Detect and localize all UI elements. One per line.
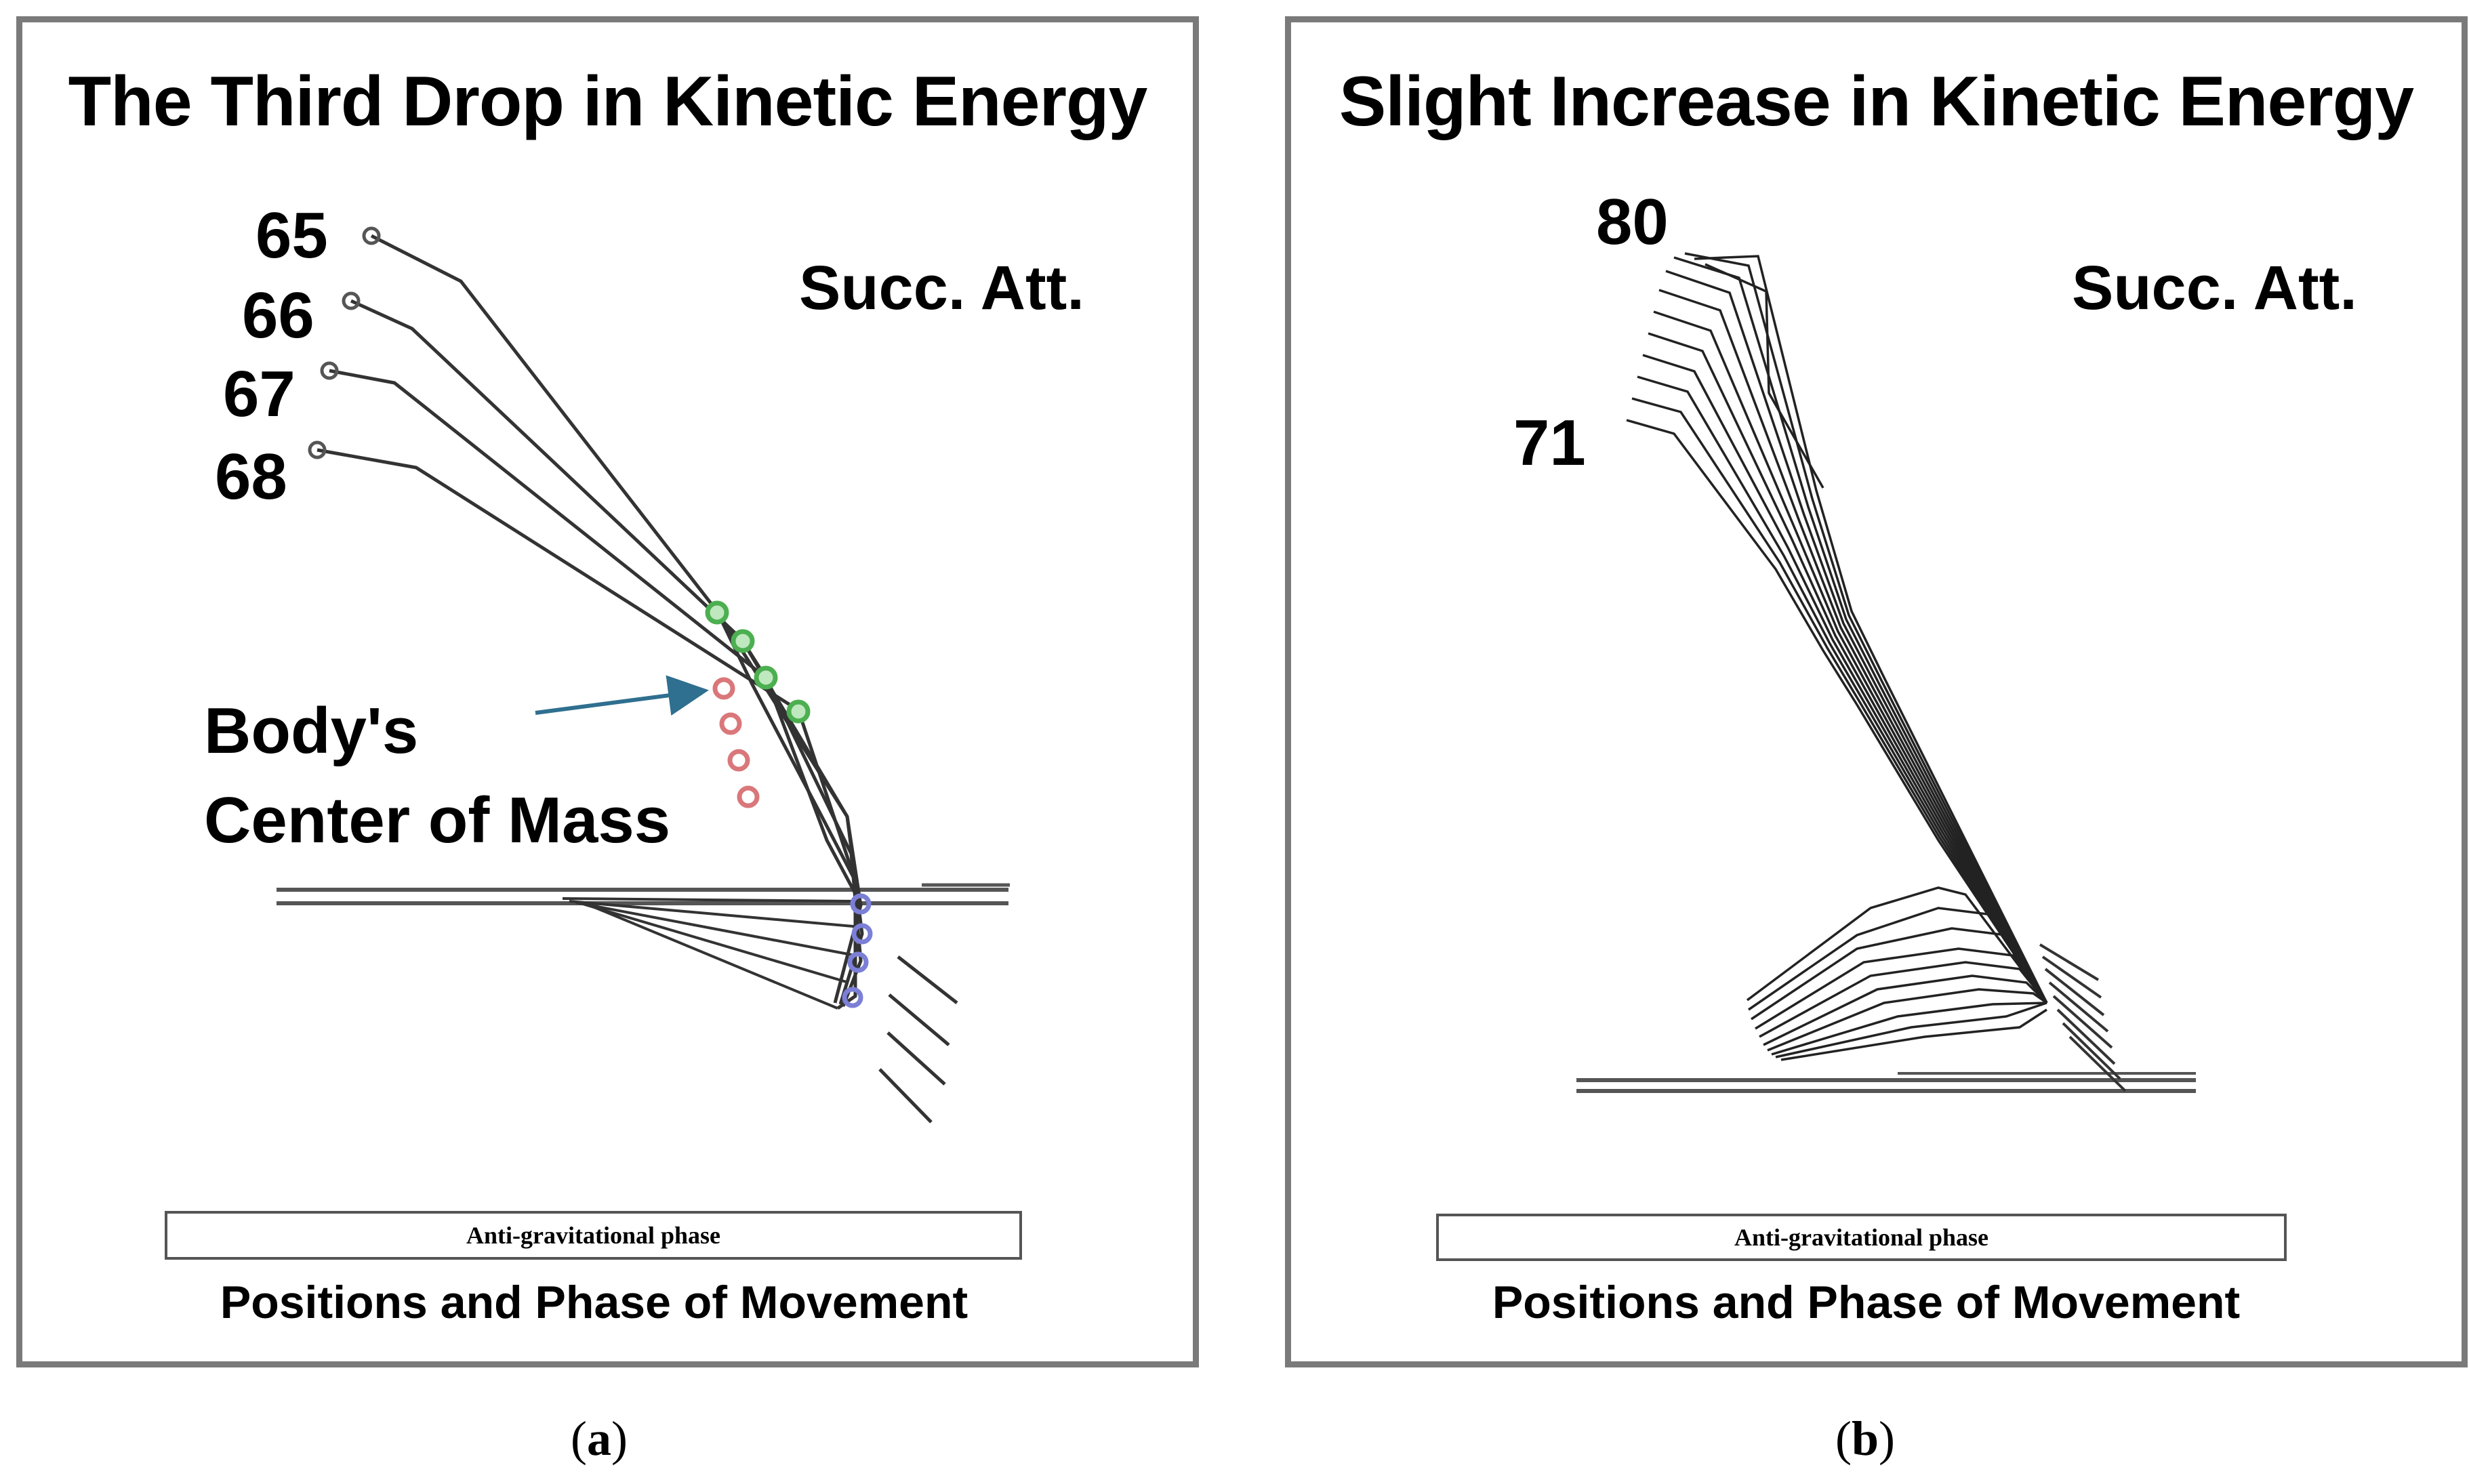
frame-label-68: 68 <box>215 440 287 513</box>
frame-label-67: 67 <box>223 358 295 430</box>
frame-label-65: 65 <box>256 199 328 272</box>
blue-joint-markers <box>842 893 873 1008</box>
panel-a-title: The Third Drop in Kinetic Energy <box>68 62 1148 141</box>
caption-b: (b) <box>1835 1411 1896 1466</box>
panel-b-title: Slight Increase in Kinetic Energy <box>1339 62 2414 141</box>
panel-a-attempt-label: Succ. Att. <box>799 253 1084 323</box>
frame-label-71: 71 <box>1513 407 1586 479</box>
stick-frame-68 <box>317 448 857 1010</box>
caption-a: (a) <box>571 1411 628 1466</box>
center-of-mass-annotation: Body's Center of Mass <box>204 686 670 866</box>
frame-label-66: 66 <box>242 279 314 352</box>
panel-b-axis-label: Positions and Phase of Movement <box>1492 1277 2241 1328</box>
stick-trunk-2 <box>739 638 861 903</box>
panel-a: The Third Drop in Kinetic Energy Succ. A… <box>16 16 1199 1367</box>
leg-lines <box>562 897 861 1010</box>
phase-box-b: Anti-gravitational phase <box>1436 1214 2287 1261</box>
center-of-mass-markers <box>712 677 760 808</box>
annotation-line-2: Center of Mass <box>204 784 671 857</box>
com-arrow <box>535 675 709 716</box>
panel-b-figure <box>1576 252 2196 1093</box>
bar-marks-b <box>2039 943 2127 1092</box>
annotation-line-1: Body's <box>204 695 419 767</box>
caption-a-letter: a <box>586 1411 611 1466</box>
panel-a-figure <box>277 226 1010 1124</box>
frame-stick-lines-b <box>1626 252 2048 1004</box>
frame-label-80: 80 <box>1596 186 1669 258</box>
panel-b-attempt-label: Succ. Att. <box>2072 253 2357 323</box>
phase-box-a: Anti-gravitational phase <box>165 1211 1022 1260</box>
green-joint-markers <box>705 600 811 724</box>
caption-b-letter: b <box>1851 1411 1879 1466</box>
bar-marks <box>878 955 958 1124</box>
leg-lines-b <box>1746 886 2048 1061</box>
head-markers <box>308 226 381 459</box>
panel-a-axis-label: Positions and Phase of Movement <box>220 1277 968 1328</box>
frame-stick-lines <box>317 234 864 1010</box>
